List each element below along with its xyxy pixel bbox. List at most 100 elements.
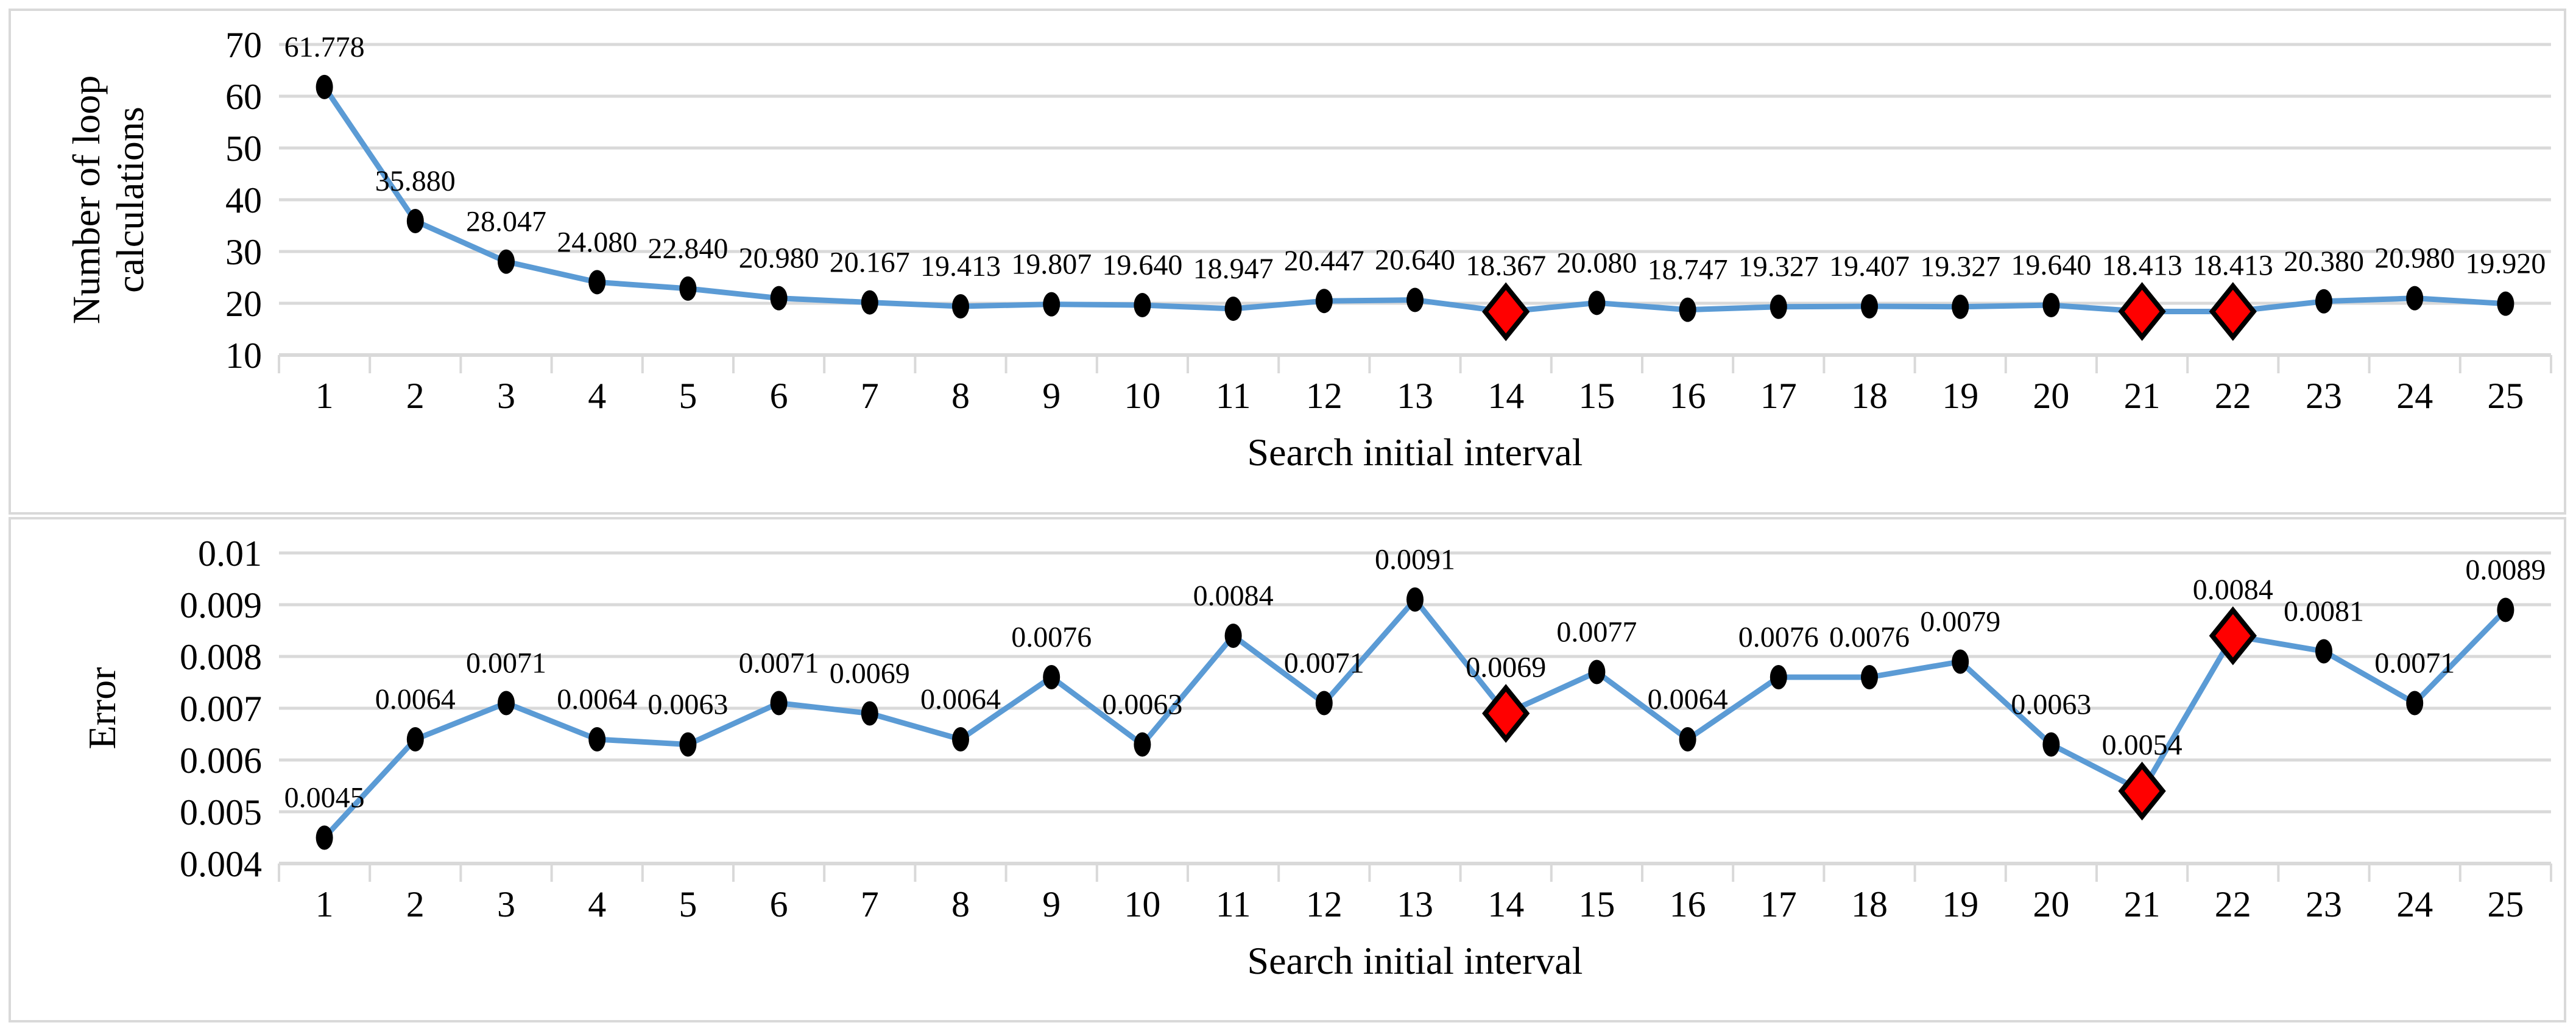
x-tick-label: 21: [2124, 376, 2161, 416]
data-point-marker: [2497, 291, 2514, 316]
x-tick-label: 6: [770, 376, 788, 416]
x-tick-label: 5: [679, 884, 697, 924]
data-point-marker: [316, 825, 333, 850]
data-point-marker: [679, 276, 697, 301]
y-axis-title-line: calculations: [108, 107, 152, 293]
data-point-marker: [1406, 587, 1424, 612]
x-tick-label: 15: [1578, 884, 1615, 924]
x-tick-label: 5: [679, 376, 697, 416]
data-label: 0.0069: [1466, 652, 1546, 684]
x-tick-label: 14: [1487, 884, 1524, 924]
x-tick-label: 12: [1306, 376, 1343, 416]
data-point-marker: [1224, 624, 1242, 648]
data-point-marker: [1224, 296, 1242, 321]
data-label: 24.080: [557, 226, 637, 258]
y-tick-label: 60: [225, 77, 262, 117]
data-point-marker: [1861, 294, 1878, 319]
data-point-marker: [1952, 294, 1969, 319]
x-tick-label: 17: [1760, 884, 1797, 924]
data-point-marker: [2042, 293, 2060, 318]
x-tick-label: 18: [1851, 884, 1888, 924]
y-tick-label: 30: [225, 232, 262, 272]
data-label: 18.947: [1193, 253, 1274, 285]
data-label: 22.840: [648, 233, 728, 265]
data-label: 0.0054: [2102, 729, 2183, 761]
data-label: 0.0089: [2465, 554, 2546, 586]
data-point-marker: [861, 701, 878, 726]
data-point-marker: [770, 286, 788, 311]
x-tick-label: 23: [2306, 376, 2342, 416]
data-label: 0.0064: [920, 683, 1001, 716]
x-tick-label: 11: [1216, 376, 1251, 416]
y-tick-label: 70: [225, 25, 262, 65]
y-axis-title-line: Error: [80, 667, 124, 750]
x-tick-label: 9: [1042, 884, 1060, 924]
data-point-marker: [498, 691, 515, 716]
data-label: 0.0064: [1648, 683, 1728, 716]
data-label: 0.0064: [557, 683, 637, 716]
data-point-marker: [588, 270, 606, 295]
x-tick-label: 10: [1124, 884, 1160, 924]
data-label: 0.0064: [375, 683, 456, 716]
chart-panel-error: 0.004 0.005 0.006 0.007 0.008 0.009 0.01 1 2 3 4 5 6…: [9, 517, 2566, 1022]
data-point-marker: [498, 249, 515, 274]
data-label: 0.0076: [1829, 621, 1910, 653]
data-label: 19.327: [1920, 251, 2000, 283]
x-axis-title-search-initial-interval: Search initial interval: [1247, 939, 1583, 982]
data-label: 19.920: [2465, 248, 2546, 280]
x-tick-label: 20: [2033, 376, 2069, 416]
x-tick-label: 19: [1942, 884, 1978, 924]
data-point-marker: [406, 727, 424, 751]
data-label: 0.0076: [1011, 621, 1092, 653]
x-tick-label: 7: [861, 884, 879, 924]
data-point-marker: [1952, 649, 1969, 674]
x-tick-label: 4: [588, 376, 606, 416]
x-tick-label: 2: [406, 884, 425, 924]
y-tick-label: 0.01: [198, 533, 262, 574]
x-tick-label: 15: [1578, 376, 1615, 416]
data-point-marker: [1770, 294, 1787, 319]
data-point-marker: [952, 727, 969, 751]
red-diamond-marker: [2118, 761, 2166, 821]
data-point-marker: [1134, 293, 1151, 318]
data-label: 19.327: [1738, 251, 1819, 283]
x-tick-label: 10: [1124, 376, 1160, 416]
data-label: 20.080: [1556, 247, 1637, 279]
data-label: 20.447: [1284, 245, 1364, 277]
x-tick-label: 14: [1487, 376, 1524, 416]
data-label: 19.640: [2011, 249, 2091, 281]
data-point-marker: [1679, 297, 1696, 322]
x-tick-label: 3: [497, 376, 515, 416]
y-tick-label: 0.004: [180, 844, 262, 884]
x-tick-label: 20: [2033, 884, 2069, 924]
data-label: 0.0063: [1102, 689, 1182, 721]
data-point-marker: [1861, 665, 1878, 689]
data-label: 20.640: [1375, 244, 1455, 276]
x-tick-label: 9: [1042, 376, 1060, 416]
data-label: 0.0071: [739, 647, 819, 680]
data-point-marker: [1588, 660, 1606, 684]
x-tick-label: 1: [316, 884, 334, 924]
y-tick-label: 40: [225, 180, 262, 220]
data-point-marker: [406, 209, 424, 234]
y-axis-title-line: Number of loop: [65, 75, 108, 325]
x-tick-label: 6: [770, 884, 788, 924]
data-point-marker: [2042, 732, 2060, 757]
data-point-marker: [1406, 287, 1424, 312]
data-label: 20.167: [830, 247, 910, 279]
x-tick-label: 18: [1851, 376, 1888, 416]
x-tick-label: 8: [951, 376, 970, 416]
y-tick-label: 20: [225, 284, 262, 324]
data-label: 20.980: [739, 242, 819, 275]
data-label: 0.0063: [2011, 689, 2091, 721]
data-point-marker: [679, 732, 697, 757]
x-tick-label: 11: [1216, 884, 1251, 924]
data-point-marker: [2406, 286, 2424, 311]
data-label: 0.0091: [1375, 544, 1455, 576]
data-point-marker: [316, 74, 333, 99]
x-tick-label: 7: [861, 376, 879, 416]
x-tick-label: 22: [2215, 376, 2251, 416]
data-label: 18.413: [2193, 249, 2273, 281]
chart-panel-loop-calculations: 10 20 30 40 50 60 70 1 2 3 4 5 6 7 8 9 10 11 12 13 14 15 16 17 1…: [9, 9, 2566, 515]
